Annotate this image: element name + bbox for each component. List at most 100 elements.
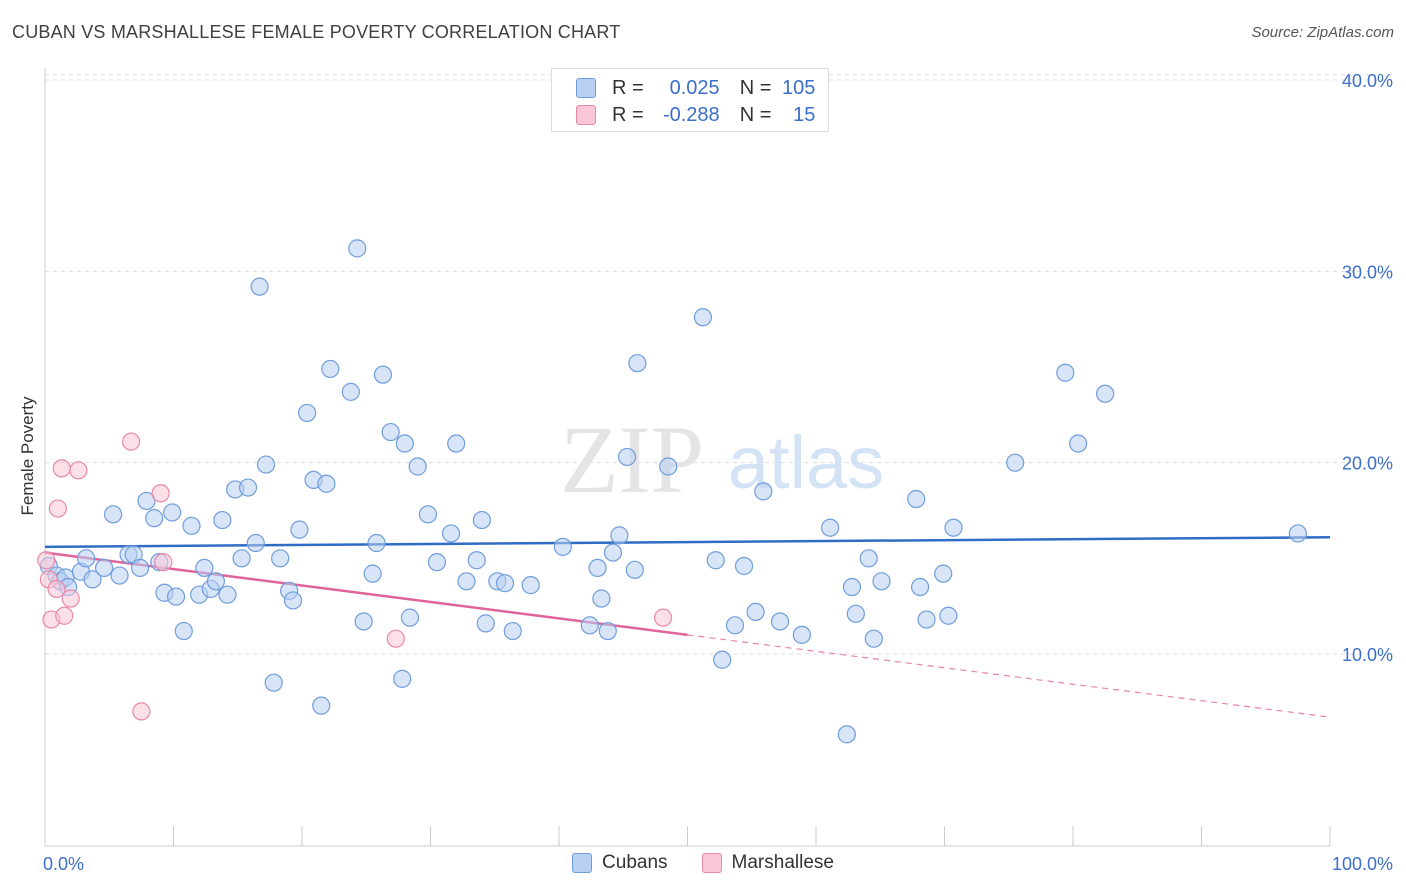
y-tick-label: 20.0%: [1342, 454, 1393, 474]
cubans-point: [317, 474, 336, 493]
cubans-point: [104, 505, 123, 524]
cubans-point: [521, 576, 540, 595]
cubans-point: [238, 478, 258, 497]
marshallese-point: [52, 459, 71, 478]
cubans-point: [232, 549, 251, 568]
cubans-point: [917, 610, 936, 629]
marshallese-swatch: [701, 853, 722, 873]
cubans-swatch: [572, 853, 593, 873]
cubans-point: [447, 434, 466, 453]
cubans-point: [256, 455, 276, 474]
cubans-point: [907, 489, 926, 509]
cubans-point: [467, 551, 486, 570]
marshallese-point: [37, 551, 56, 570]
cubans-point: [618, 447, 637, 467]
cubans-point: [145, 509, 164, 528]
marshallese-point: [653, 608, 673, 627]
cubans-point: [110, 566, 129, 585]
cubans-point: [503, 621, 522, 641]
cubans-point: [246, 533, 265, 553]
cubans-point: [1069, 434, 1088, 453]
correlation-legend: R = 0.025 N = 105 R = -0.288 N = 15: [551, 68, 829, 132]
cubans-point: [95, 558, 114, 578]
cubans-point: [821, 518, 840, 537]
chart-title: CUBAN VS MARSHALLESE FEMALE POVERTY CORR…: [12, 22, 621, 42]
cubans-point: [271, 549, 290, 568]
marshallese-point: [61, 589, 80, 608]
points-layer: [37, 239, 1307, 744]
cubans-point: [625, 560, 644, 579]
y-tick-label: 40.0%: [1342, 71, 1393, 91]
cubans-point: [441, 524, 461, 543]
legend-row-marshallese: R = -0.288 N = 15: [576, 102, 815, 128]
cubans-point: [628, 354, 647, 373]
legend-r-label: R =: [612, 76, 644, 99]
cubans-point: [163, 503, 182, 522]
marshallese-point: [69, 461, 88, 480]
cubans-point: [373, 365, 393, 384]
cubans-point: [408, 457, 427, 476]
cubans-point: [872, 572, 891, 591]
marshallese-point: [48, 499, 67, 518]
cubans-point: [734, 556, 754, 576]
cubans-point: [603, 543, 623, 562]
x-tick-label: 100.0%: [1332, 854, 1393, 874]
legend-item-marshallese: Marshallese: [701, 852, 834, 874]
cubans-point: [427, 553, 447, 572]
cubans-point: [706, 551, 725, 570]
cubans-point: [290, 520, 309, 539]
cubans-point: [1096, 384, 1115, 403]
cubans-point: [395, 434, 414, 453]
cubans-point: [363, 564, 382, 583]
cubans-point: [944, 518, 963, 537]
cubans-point: [321, 359, 340, 379]
marshallese-point: [386, 629, 405, 648]
cubans-point: [264, 673, 283, 692]
cubans-point: [283, 591, 303, 610]
cubans-point: [341, 382, 360, 401]
marshallese-point: [151, 484, 170, 503]
cubans-swatch: [576, 78, 596, 98]
cubans-point: [842, 577, 862, 597]
cubans-point: [77, 549, 96, 568]
cubans-point: [137, 491, 156, 511]
cubans-point: [592, 589, 611, 608]
cubans-point: [659, 457, 678, 476]
cubans-point: [166, 587, 186, 606]
cubans-point: [859, 549, 878, 568]
cubans-point: [218, 585, 237, 604]
cubans-point: [354, 612, 373, 631]
legend-n-value: 105: [782, 76, 816, 99]
legend-label-marshallese: Marshallese: [731, 852, 834, 873]
y-tick-label: 30.0%: [1342, 262, 1393, 282]
cubans-point: [250, 277, 269, 296]
cubans-point: [206, 572, 226, 591]
cubans-point: [130, 558, 150, 578]
marshallese-swatch: [576, 105, 596, 125]
cubans-point: [83, 570, 102, 589]
tick-label-layer: 10.0% 20.0% 30.0% 40.0% 0.0% 100.0%: [43, 71, 1393, 874]
marshallese-point: [47, 579, 66, 599]
cubans-point: [713, 650, 732, 669]
cubans-point: [846, 604, 865, 623]
series-legend: Cubans Marshallese: [0, 852, 1406, 874]
cubans-point: [610, 526, 629, 545]
cubans-trend-line: [44, 536, 1331, 549]
cubans-point: [400, 608, 420, 627]
source-note: Source: ZipAtlas.com: [1251, 24, 1394, 41]
cubans-point: [472, 510, 491, 530]
cubans-point: [693, 308, 713, 327]
legend-label-cubans: Cubans: [602, 852, 668, 873]
cubans-point: [588, 558, 607, 578]
cubans-point: [182, 516, 201, 535]
cubans-point: [298, 403, 317, 423]
cubans-point: [1288, 524, 1307, 543]
cubans-point: [746, 602, 765, 622]
marshallese-point: [121, 432, 141, 451]
legend-n-label: N =: [739, 76, 772, 99]
cubans-point: [837, 725, 856, 744]
cubans-point: [393, 669, 412, 688]
cubans-point: [367, 533, 386, 553]
legend-row-cubans: R = 0.025 N = 105: [576, 75, 815, 101]
